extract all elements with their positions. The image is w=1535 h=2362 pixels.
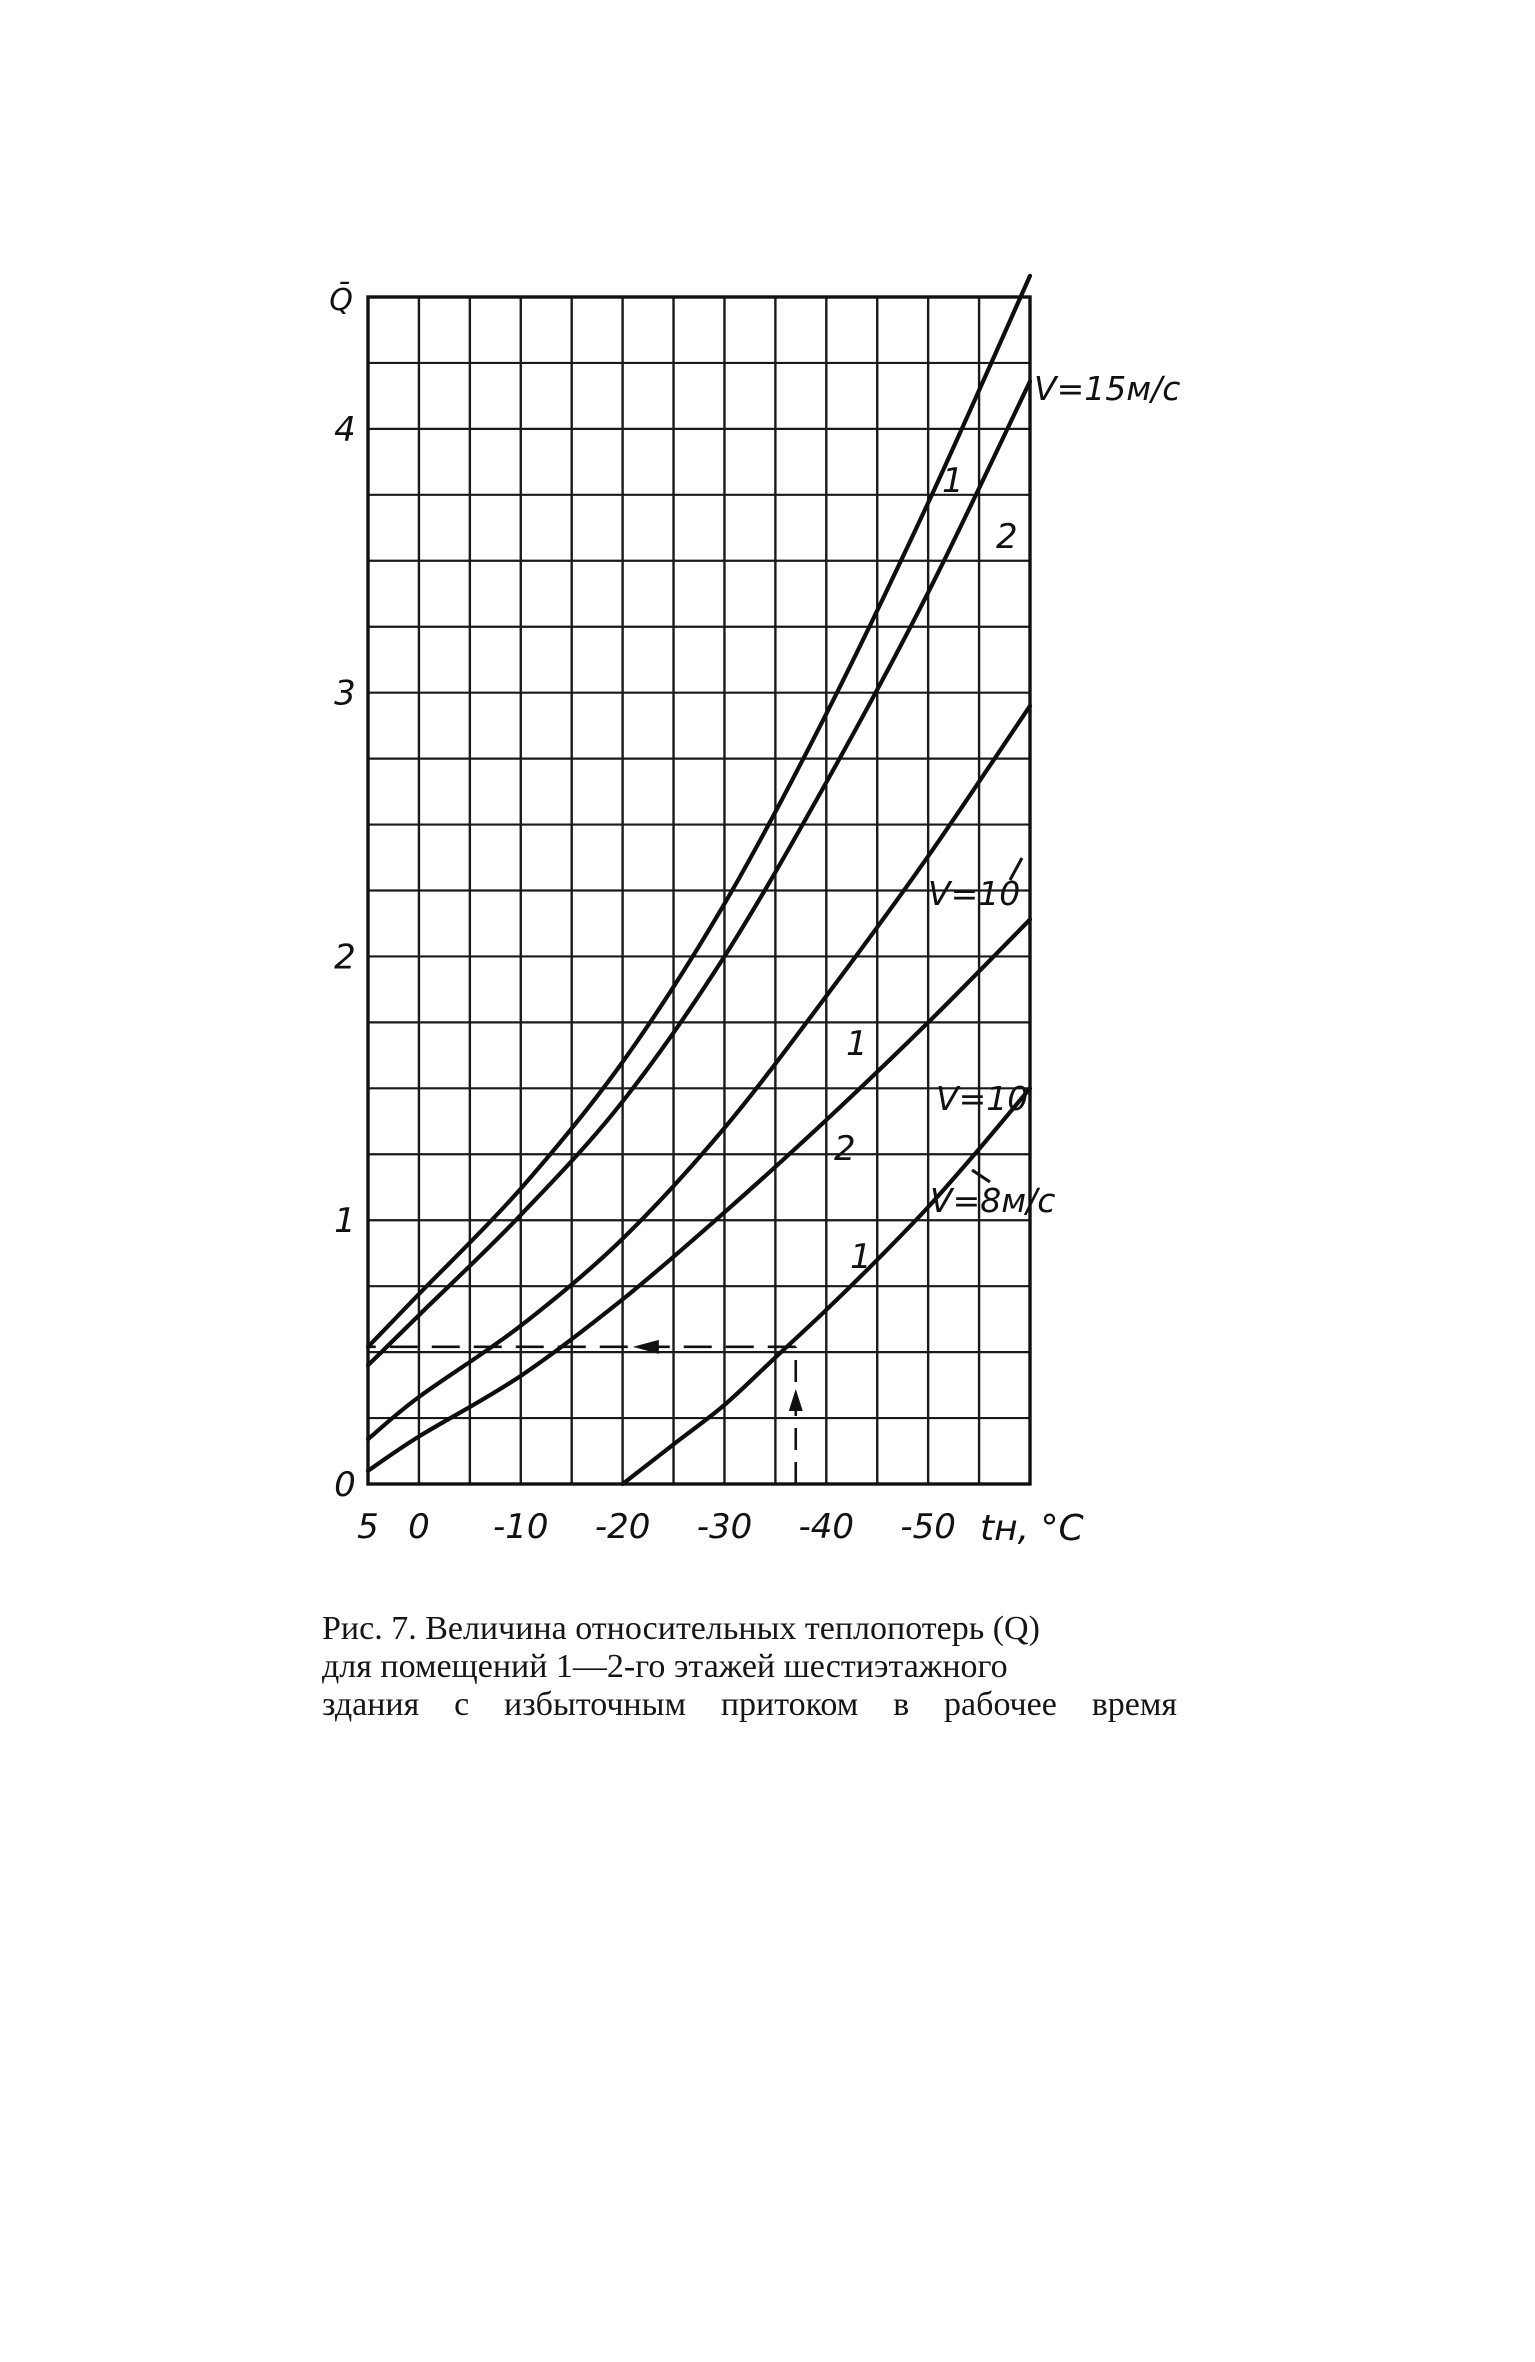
y-tick-label-1: 1 bbox=[334, 1201, 356, 1241]
chart-frame bbox=[366, 295, 1032, 1486]
caption-line-1: Рис. 7. Величина относительных теплопоте… bbox=[322, 1610, 1040, 1647]
y-axis-ticks: 0 1 2 3 4 bbox=[334, 410, 356, 1505]
leader-v8 bbox=[971, 1168, 991, 1184]
y-tick-label-0: 0 bbox=[334, 1465, 356, 1505]
guide-arrow-left bbox=[632, 1339, 659, 1354]
series-line-0 bbox=[365, 273, 1033, 1349]
x-tick-label-1: 0 bbox=[408, 1507, 430, 1547]
plot-frame bbox=[366, 295, 1032, 1486]
annotation-label-5: 2 bbox=[996, 517, 1018, 557]
caption-line-3: здания с избыточным притоком в рабочее в… bbox=[322, 1686, 1177, 1723]
figure-caption: Рис. 7. Величина относительных теплопоте… bbox=[322, 1610, 1177, 1724]
caption-line-2: для помещений 1—2-го этажей шестиэтажног… bbox=[322, 1648, 1008, 1685]
chart-series-group bbox=[365, 273, 1033, 1487]
leader-v10-upper bbox=[1008, 857, 1024, 881]
series-line-3 bbox=[365, 917, 1033, 1473]
series-line-4 bbox=[620, 1086, 1033, 1487]
y-tick-label-4: 4 bbox=[334, 410, 356, 450]
guide-arrow-up bbox=[788, 1389, 803, 1411]
annotation-label-3: V=8м/с bbox=[930, 1181, 1055, 1220]
y-tick-label-3: 3 bbox=[334, 674, 356, 714]
series-line-2 bbox=[365, 703, 1033, 1442]
annotation-label-6: 1 bbox=[846, 1024, 868, 1064]
annotation-label-1: V=10 bbox=[928, 874, 1020, 913]
y-tick-label-2: 2 bbox=[334, 937, 356, 977]
annotation-label-2: V=10 bbox=[936, 1079, 1028, 1118]
annotation-label-8: 1 bbox=[850, 1237, 872, 1277]
x-tick-label-4: -30 bbox=[697, 1507, 753, 1547]
x-axis-ticks: 5 0 -10 -20 -30 -40 -50 bbox=[357, 1507, 956, 1547]
y-axis-label: Q̄ bbox=[329, 282, 353, 318]
x-tick-label-0: 5 bbox=[357, 1507, 379, 1547]
series-line-1 bbox=[365, 379, 1033, 1368]
x-axis-label: tн, °C bbox=[980, 1508, 1085, 1549]
x-tick-label-5: -40 bbox=[799, 1507, 855, 1547]
x-tick-label-3: -20 bbox=[595, 1507, 651, 1547]
annotation-label-7: 2 bbox=[834, 1129, 856, 1169]
annotation-label-4: 1 bbox=[942, 461, 964, 501]
x-tick-label-6: -50 bbox=[900, 1507, 956, 1547]
annotation-label-0: V=15м/с bbox=[1034, 369, 1180, 408]
x-tick-label-2: -10 bbox=[493, 1507, 549, 1547]
reading-guides bbox=[368, 1339, 803, 1484]
